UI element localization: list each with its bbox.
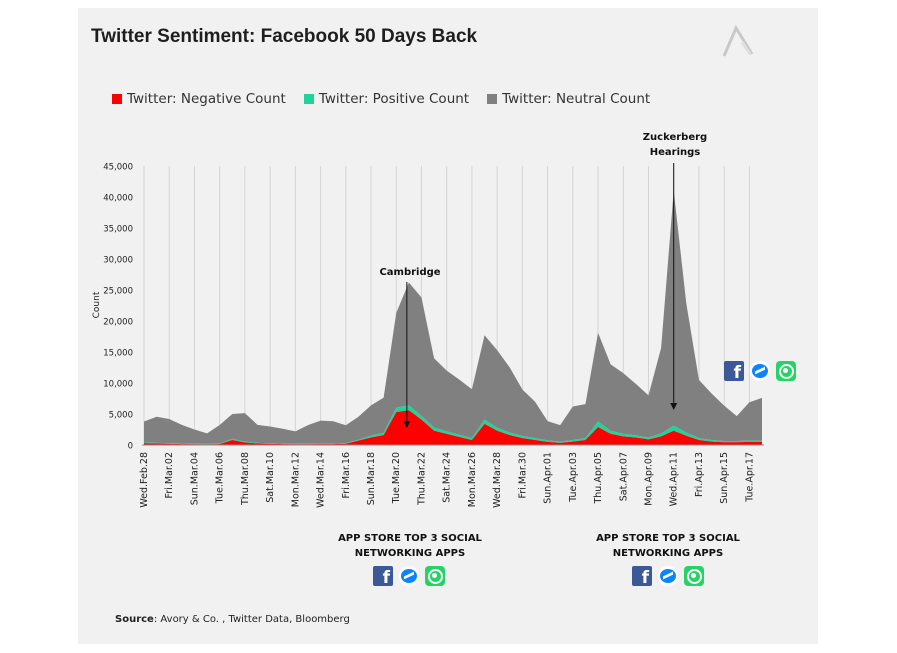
x-tick-label: Sun.Mar.04 xyxy=(189,452,200,505)
x-tick-label: Sat.Mar.10 xyxy=(265,452,276,503)
chart-title: Twitter Sentiment: Facebook 50 Days Back xyxy=(91,26,478,47)
messenger-icon xyxy=(750,361,770,381)
annotation-appstore-1-line2: NETWORKING APPS xyxy=(354,548,466,559)
chart-panel xyxy=(78,8,818,644)
annotation-arrows xyxy=(403,163,678,428)
annotation-zuckerberg: Zuckerberg Hearings xyxy=(636,130,714,160)
x-tick-label: Mon.Apr.09 xyxy=(643,452,654,506)
y-tick-label: 15,000 xyxy=(103,349,133,359)
x-tick-label: Tue.Mar.06 xyxy=(215,452,226,504)
x-tick-label: Sat.Mar.24 xyxy=(442,452,453,503)
annotation-appstore-2-line2: NETWORKING APPS xyxy=(612,548,724,559)
stacked-areas xyxy=(144,190,762,445)
legend-swatch-positive xyxy=(303,94,314,104)
y-tick-label: 40,000 xyxy=(103,194,133,204)
cambridge-arrow-head xyxy=(403,421,411,428)
x-tick-label: Sun.Mar.18 xyxy=(366,452,377,505)
legend-swatch-neutral xyxy=(487,94,498,104)
x-tick-label: Wed.Mar.14 xyxy=(316,452,327,508)
legend-label-negative: Twitter: Negative Count xyxy=(127,91,286,107)
app-icons-group-2 xyxy=(632,566,704,588)
legend-item-positive: Twitter: Positive Count xyxy=(303,91,470,107)
annotation-appstore-1: APP STORE TOP 3 SOCIAL NETWORKING APPS xyxy=(330,531,490,561)
whatsapp-icon xyxy=(776,361,796,381)
x-tick-label: Sat.Apr.07 xyxy=(618,452,629,501)
y-tick-label: 45,000 xyxy=(103,163,133,173)
annotation-zuckerberg-line1: Zuckerberg xyxy=(642,132,708,143)
x-tick-label: Mon.Mar.12 xyxy=(290,452,301,507)
y-tick-label: 35,000 xyxy=(103,225,133,235)
annotation-zuckerberg-line2: Hearings xyxy=(649,147,701,158)
legend-item-negative: Twitter: Negative Count xyxy=(112,91,286,107)
legend-swatch-negative xyxy=(112,94,122,104)
x-tick-label: Thu.Mar.08 xyxy=(240,452,251,506)
y-axis-label: Count xyxy=(92,291,102,318)
x-tick-label: Tue.Mar.20 xyxy=(391,452,402,504)
zuckerberg-arrow-head xyxy=(670,403,678,410)
facebook-icon xyxy=(632,566,652,588)
whatsapp-icon xyxy=(425,566,445,586)
x-tick-label: Sun.Apr.01 xyxy=(543,452,554,504)
x-tick-label: Wed.Apr.11 xyxy=(669,452,680,506)
x-tick-label: Tue.Apr.03 xyxy=(568,452,579,503)
whatsapp-icon xyxy=(684,566,704,586)
x-tick-label: Fri.Apr.13 xyxy=(694,452,705,497)
y-tick-label: 0 xyxy=(128,442,133,452)
y-tick-label: 10,000 xyxy=(103,380,133,390)
cambridge-arrow xyxy=(403,282,411,428)
annotation-appstore-2: APP STORE TOP 3 SOCIAL NETWORKING APPS xyxy=(588,531,748,561)
brand-logo-icon xyxy=(722,24,754,57)
zuckerberg-arrow xyxy=(670,163,678,410)
facebook-icon xyxy=(373,566,393,588)
x-tick-label: Sun.Apr.15 xyxy=(719,452,730,504)
axes: 0 5,000 10,000 15,000 20,000 25,000 30,000 35,0… xyxy=(92,163,764,508)
x-tick-label: Fri.Mar.30 xyxy=(517,452,528,499)
area-negative xyxy=(144,410,762,445)
source-text: : Avory & Co. , Twitter Data, Bloomberg xyxy=(153,614,350,625)
legend-item-neutral: Twitter: Neutral Count xyxy=(487,91,650,107)
annotation-appstore-2-line1: APP STORE TOP 3 SOCIAL xyxy=(596,533,740,544)
x-tick-label: Thu.Apr.05 xyxy=(593,452,604,505)
area-neutral xyxy=(144,190,762,444)
facebook-icon xyxy=(724,361,744,383)
legend-label-neutral: Twitter: Neutral Count xyxy=(502,91,651,107)
app-icons-group-3 xyxy=(724,361,796,383)
source-label: Source xyxy=(115,614,154,625)
x-tick-label: Thu.Mar.22 xyxy=(416,452,427,506)
legend: Twitter: Negative Count Twitter: Positiv… xyxy=(112,91,650,107)
x-tick-label: Tue.Apr.17 xyxy=(744,452,755,503)
x-tick-label: Wed.Mar.28 xyxy=(492,452,503,508)
x-tick-label: Fri.Mar.02 xyxy=(164,452,175,499)
y-tick-label: 30,000 xyxy=(103,256,133,266)
x-tick-label: Wed.Feb.28 xyxy=(139,452,150,508)
x-tick-label: Fri.Mar.16 xyxy=(341,452,352,499)
y-tick-label: 25,000 xyxy=(103,287,133,297)
app-icons-group-1 xyxy=(373,566,445,588)
annotation-appstore-1-line1: APP STORE TOP 3 SOCIAL xyxy=(338,533,482,544)
x-tick-label: Mon.Mar.26 xyxy=(467,452,478,507)
annotation-cambridge: Cambridge xyxy=(379,267,441,278)
legend-label-positive: Twitter: Positive Count xyxy=(318,91,470,107)
messenger-icon xyxy=(658,566,678,586)
y-tick-label: 5,000 xyxy=(109,411,133,421)
y-tick-label: 20,000 xyxy=(103,318,133,328)
source-note: Source: Avory & Co. , Twitter Data, Bloo… xyxy=(115,614,350,625)
messenger-icon xyxy=(399,566,419,586)
